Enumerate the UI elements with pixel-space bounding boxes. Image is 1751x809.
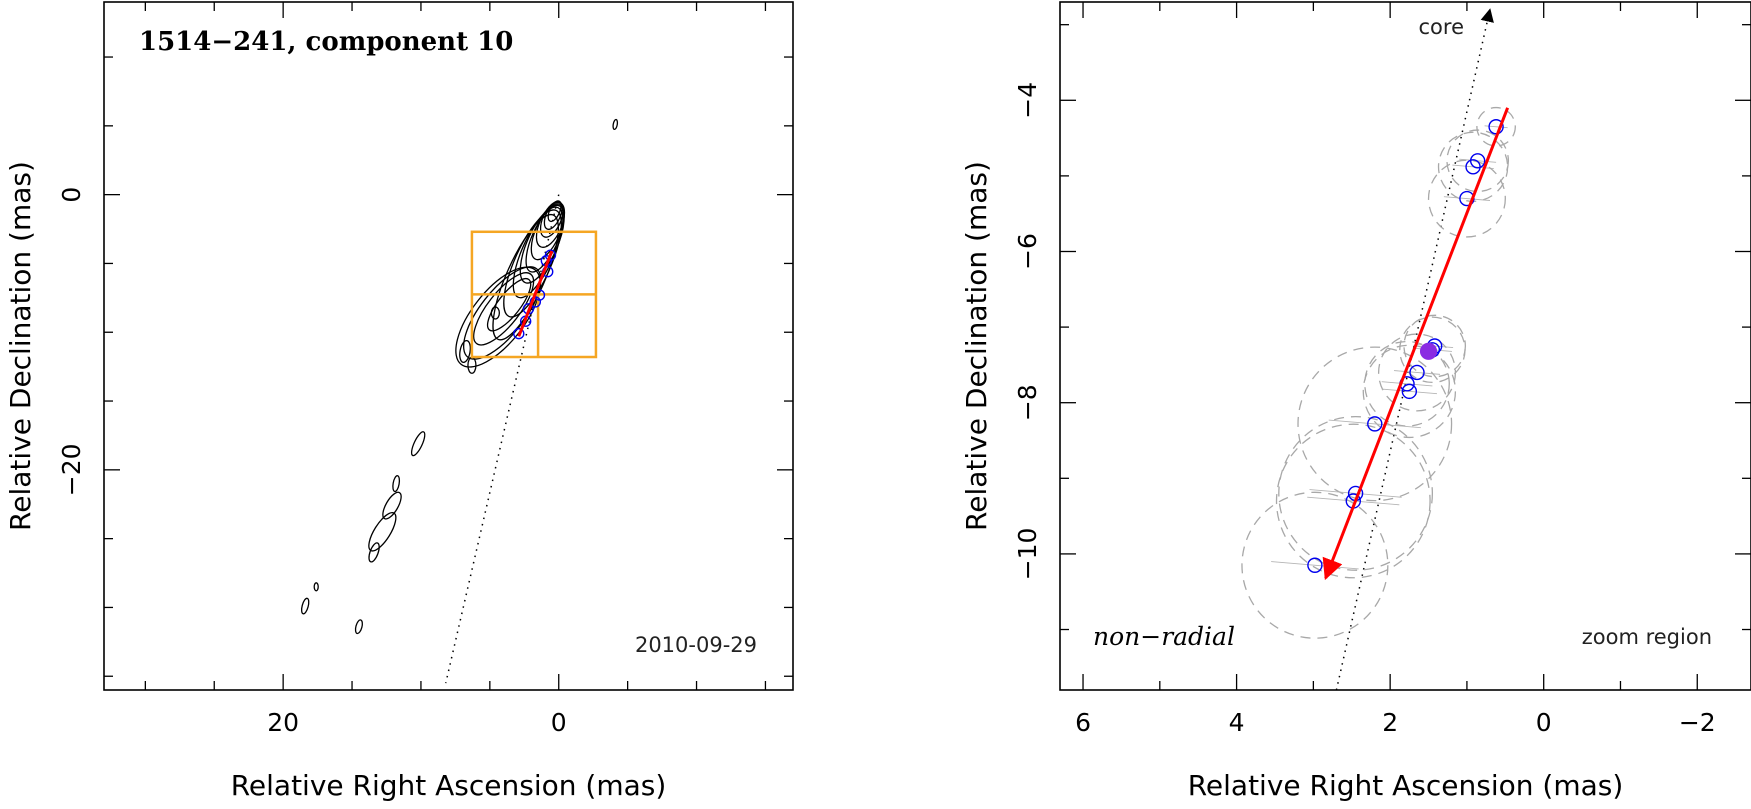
- chart-title: 1514−241, component 10: [139, 27, 513, 57]
- jet-envelope-0: [463, 266, 542, 360]
- y-tick-label: −6: [1013, 233, 1042, 270]
- component-marker: [1367, 416, 1383, 432]
- fit-vector: [517, 250, 554, 337]
- x-tick-label: −2: [1679, 708, 1716, 737]
- isolated-contour-3: [392, 475, 401, 493]
- component-fwhm-circle: [1427, 159, 1506, 238]
- y-tick-label: −20: [57, 443, 86, 496]
- fit-vector: [1322, 107, 1510, 581]
- y-tick-label: −10: [1013, 528, 1042, 581]
- x-tick-label: 6: [1075, 708, 1091, 737]
- reference-component-marker: [1419, 342, 1438, 360]
- core-direction-line: [445, 194, 560, 684]
- component-fwhm-circle: [1362, 344, 1457, 439]
- component-fwhm-axis: [1328, 419, 1421, 429]
- left-ticks: [104, 2, 793, 690]
- x-tick-label: 0: [551, 708, 567, 737]
- motion-type-label: non−radial: [1093, 622, 1235, 651]
- component-fwhm-circle: [1476, 106, 1516, 147]
- isolated-contour-7: [354, 619, 363, 635]
- component-fwhm-axis: [1443, 196, 1490, 201]
- core-label: core: [1419, 15, 1465, 39]
- component-fwhm-circle: [1241, 491, 1389, 639]
- x-axis-label: Relative Right Ascension (mas): [231, 769, 667, 802]
- x-tick-label: 20: [267, 708, 299, 737]
- x-axis-label: Relative Right Ascension (mas): [1188, 769, 1624, 802]
- component-marker: [1307, 557, 1323, 573]
- jet-contour-9: [492, 213, 559, 341]
- isolated-contour-9: [313, 582, 319, 592]
- component-fwhm-circle: [1297, 346, 1453, 502]
- component-fwhm-circle: [1446, 129, 1510, 193]
- component-marker: [544, 249, 557, 261]
- right-plot-area: [1241, 8, 1516, 690]
- component-fwhm-circle: [1275, 423, 1431, 579]
- isolated-contour-0: [459, 339, 471, 364]
- x-tick-label: 2: [1382, 708, 1398, 737]
- component-marker: [1401, 383, 1418, 400]
- x-tick-label: 4: [1229, 708, 1245, 737]
- component-fwhm-circle: [1364, 340, 1450, 427]
- right-plot-frame: [1059, 1, 1751, 691]
- epoch-label: 2010-09-29: [635, 633, 757, 657]
- isolated-contour-2: [410, 431, 426, 457]
- zoom-region-label: zoom region: [1582, 625, 1712, 649]
- right-ticks: [1060, 2, 1751, 690]
- isolated-contour-4: [382, 491, 402, 520]
- component-marker: [1409, 364, 1425, 381]
- y-tick-label: −4: [1013, 82, 1042, 119]
- component-fwhm-circle: [1403, 314, 1467, 378]
- isolated-contour-11: [490, 306, 501, 320]
- y-tick-label: −8: [1013, 384, 1042, 421]
- jet-envelope-3: [486, 277, 532, 332]
- x-tick-label: 0: [1536, 708, 1552, 737]
- component-fwhm-circle: [1278, 416, 1434, 571]
- component-marker: [1465, 159, 1481, 175]
- y-axis-label: Relative Declination (mas): [960, 161, 993, 531]
- contour-map: [300, 118, 619, 635]
- component-fwhm-circle: [1399, 316, 1466, 384]
- component-fwhm-axis: [1381, 388, 1438, 395]
- left-plot-frame: [103, 1, 794, 691]
- jet-envelope-2: [473, 272, 535, 346]
- component-fwhm-circle: [1377, 333, 1457, 412]
- component-marker: [513, 327, 525, 340]
- isolated-contour-10: [612, 118, 619, 131]
- component-fwhm-axis: [1307, 496, 1400, 506]
- component-fwhm-axis: [1381, 381, 1433, 387]
- y-tick-label: 0: [57, 187, 86, 203]
- left-plot-area: [300, 118, 619, 684]
- component-fwhm-axis: [1271, 561, 1359, 570]
- component-fwhm-axis: [1484, 125, 1508, 129]
- isolated-contour-8: [300, 597, 310, 615]
- y-axis-label: Relative Declination (mas): [4, 161, 37, 531]
- isolated-contour-6: [368, 542, 380, 563]
- component-fwhm-axis: [1309, 489, 1402, 498]
